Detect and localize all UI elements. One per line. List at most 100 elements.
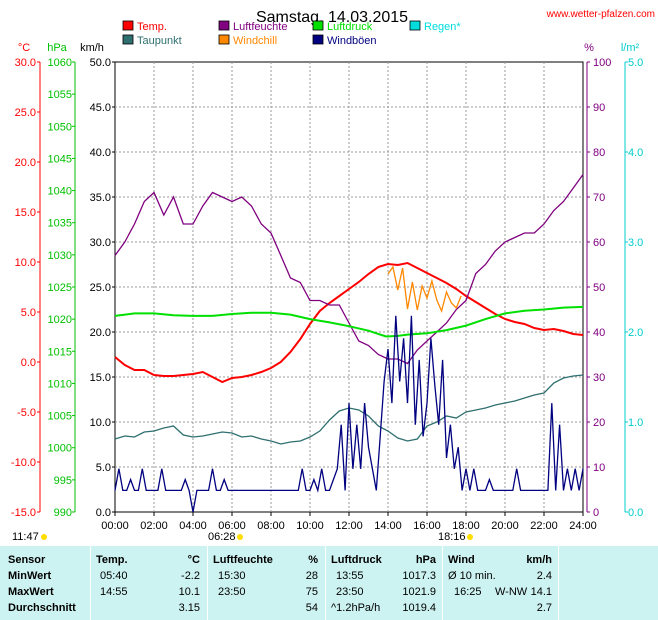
legend-swatch bbox=[312, 20, 324, 31]
sunset-label: 18:16 bbox=[438, 531, 466, 543]
stats-hum-time: 15:30 bbox=[218, 570, 246, 582]
x-tick-label: 18:00 bbox=[452, 520, 480, 532]
wind-tick-label: 35.0 bbox=[90, 192, 111, 204]
humidity-tick-label: 0 bbox=[593, 507, 599, 519]
stats-header-temp: Temp. bbox=[96, 554, 128, 566]
x-tick-label: 04:00 bbox=[179, 520, 207, 532]
wind-tick-label: 25.0 bbox=[90, 282, 111, 294]
axes: 00:00 02:00 04:00 06:00 08:00 10:00 12:00 14:00… bbox=[11, 57, 643, 532]
stats-header-sensor: Sensor bbox=[8, 554, 46, 566]
stats-row-label: Durchschnitt bbox=[8, 602, 76, 614]
site-link[interactable]: www.wetter-pfalzen.com bbox=[546, 9, 655, 20]
legend-swatch bbox=[312, 34, 324, 45]
humidity-tick-label: 50 bbox=[593, 282, 605, 294]
stats-header-humidity-unit: % bbox=[308, 554, 318, 566]
stats-divider bbox=[558, 546, 559, 620]
legend-swatch bbox=[122, 20, 134, 31]
stats-hum-value: 75 bbox=[305, 586, 318, 598]
chart-svg: Samstag, 14.03.2015 www.wetter-pfalzen.c… bbox=[0, 0, 658, 546]
stats-temp-value: 10.1 bbox=[178, 586, 200, 598]
wind-tick-label: 40.0 bbox=[90, 147, 111, 159]
wind-tick-label: 20.0 bbox=[90, 327, 111, 339]
stats-wind-time: Ø 10 min. bbox=[448, 570, 496, 582]
rain-tick-label: 0.0 bbox=[628, 507, 643, 519]
pressure-tick-label: 995 bbox=[54, 475, 72, 487]
wind-tick-label: 45.0 bbox=[90, 102, 111, 114]
pressure-tick-label: 1020 bbox=[48, 314, 72, 326]
x-tick-label: 22:00 bbox=[530, 520, 558, 532]
pressure-tick-label: 1055 bbox=[48, 89, 72, 101]
stats-temp-value: 3.15 bbox=[178, 602, 200, 614]
legend-swatch bbox=[122, 34, 134, 45]
series-line-windchill bbox=[387, 265, 462, 313]
pressure-tick-label: 1045 bbox=[48, 153, 72, 165]
stats-header-wind: Wind bbox=[448, 554, 475, 566]
temp-tick-label: 15.0 bbox=[15, 207, 36, 219]
humidity-tick-label: 90 bbox=[593, 102, 605, 114]
legend-label: Windböen bbox=[327, 35, 377, 47]
stats-press-value: 1021.9 bbox=[402, 586, 436, 598]
x-tick-label: 02:00 bbox=[140, 520, 168, 532]
wind-unit-label: km/h bbox=[80, 42, 104, 54]
pressure-tick-label: 1005 bbox=[48, 411, 72, 423]
temp-tick-label: 10.0 bbox=[15, 257, 36, 269]
stats-wind-value: 14.1 bbox=[530, 586, 552, 598]
stats-divider bbox=[325, 546, 326, 620]
legend-label: Luftfeuchte bbox=[233, 21, 287, 33]
stats-wind-time: 16:25 bbox=[454, 586, 482, 598]
temp-tick-label: -5.0 bbox=[17, 407, 36, 419]
stats-divider bbox=[442, 546, 443, 620]
chart-background bbox=[0, 0, 658, 546]
series-line-temp bbox=[114, 261, 584, 384]
series-line-windb-en bbox=[114, 315, 584, 513]
rain-tick-label: 3.0 bbox=[628, 237, 643, 249]
rain-tick-label: 4.0 bbox=[628, 147, 643, 159]
x-tick-label: 10:00 bbox=[296, 520, 324, 532]
pressure-tick-label: 1040 bbox=[48, 186, 72, 198]
pressure-tick-label: 1060 bbox=[48, 57, 72, 69]
legend-label: Regen* bbox=[424, 21, 461, 33]
humidity-tick-label: 20 bbox=[593, 417, 605, 429]
temp-unit-label: °C bbox=[18, 42, 30, 54]
stats-press-value: 1019.4 bbox=[402, 602, 436, 614]
stats-wind-value: 2.4 bbox=[536, 570, 552, 582]
x-tick-label: 24:00 bbox=[569, 520, 597, 532]
legend-label: Taupunkt bbox=[137, 35, 182, 47]
legend-label: Windchill bbox=[233, 35, 277, 47]
grid bbox=[114, 61, 584, 513]
wind-tick-label: 0.0 bbox=[96, 507, 111, 519]
stats-press-time: ^1.2hPa/h bbox=[331, 602, 381, 614]
stats-header-pressure: Luftdruck bbox=[331, 554, 382, 566]
x-tick-label: 12:00 bbox=[335, 520, 363, 532]
stats-header-temp-unit: °C bbox=[187, 554, 200, 566]
wind-tick-label: 5.0 bbox=[96, 462, 111, 474]
pressure-tick-label: 1015 bbox=[48, 346, 72, 358]
humidity-tick-label: 100 bbox=[593, 57, 611, 69]
stats-wind-value: 2.7 bbox=[536, 602, 552, 614]
series bbox=[114, 174, 584, 513]
pressure-unit-label: hPa bbox=[47, 42, 67, 54]
chart-title: Samstag, 14.03.2015 bbox=[256, 9, 408, 26]
stats-temp-time: 14:55 bbox=[100, 586, 128, 598]
stats-divider bbox=[207, 546, 208, 620]
stats-hum-value: 28 bbox=[305, 570, 318, 582]
wind-tick-label: 15.0 bbox=[90, 372, 111, 384]
temp-tick-label: 20.0 bbox=[15, 157, 36, 169]
stats-temp-time: 05:40 bbox=[100, 570, 128, 582]
humidity-tick-label: 40 bbox=[593, 327, 605, 339]
humidity-tick-label: 70 bbox=[593, 192, 605, 204]
sunset-sun-icon bbox=[467, 534, 473, 540]
stats-hum-value: 54 bbox=[305, 602, 318, 614]
legend-swatch bbox=[218, 20, 230, 31]
pressure-tick-label: 1000 bbox=[48, 443, 72, 455]
sun-icon bbox=[41, 534, 47, 540]
temp-tick-label: 25.0 bbox=[15, 107, 36, 119]
stats-press-time: 23:50 bbox=[336, 586, 364, 598]
pressure-tick-label: 990 bbox=[54, 507, 72, 519]
sunrise-left-label: 11:47 bbox=[12, 531, 39, 543]
stats-divider bbox=[90, 546, 91, 620]
temp-tick-label: 0.0 bbox=[21, 357, 36, 369]
x-tick-label: 16:00 bbox=[413, 520, 441, 532]
legend: Temp. Taupunkt Luftfeuchte Windchill Luftdru… bbox=[122, 20, 461, 47]
